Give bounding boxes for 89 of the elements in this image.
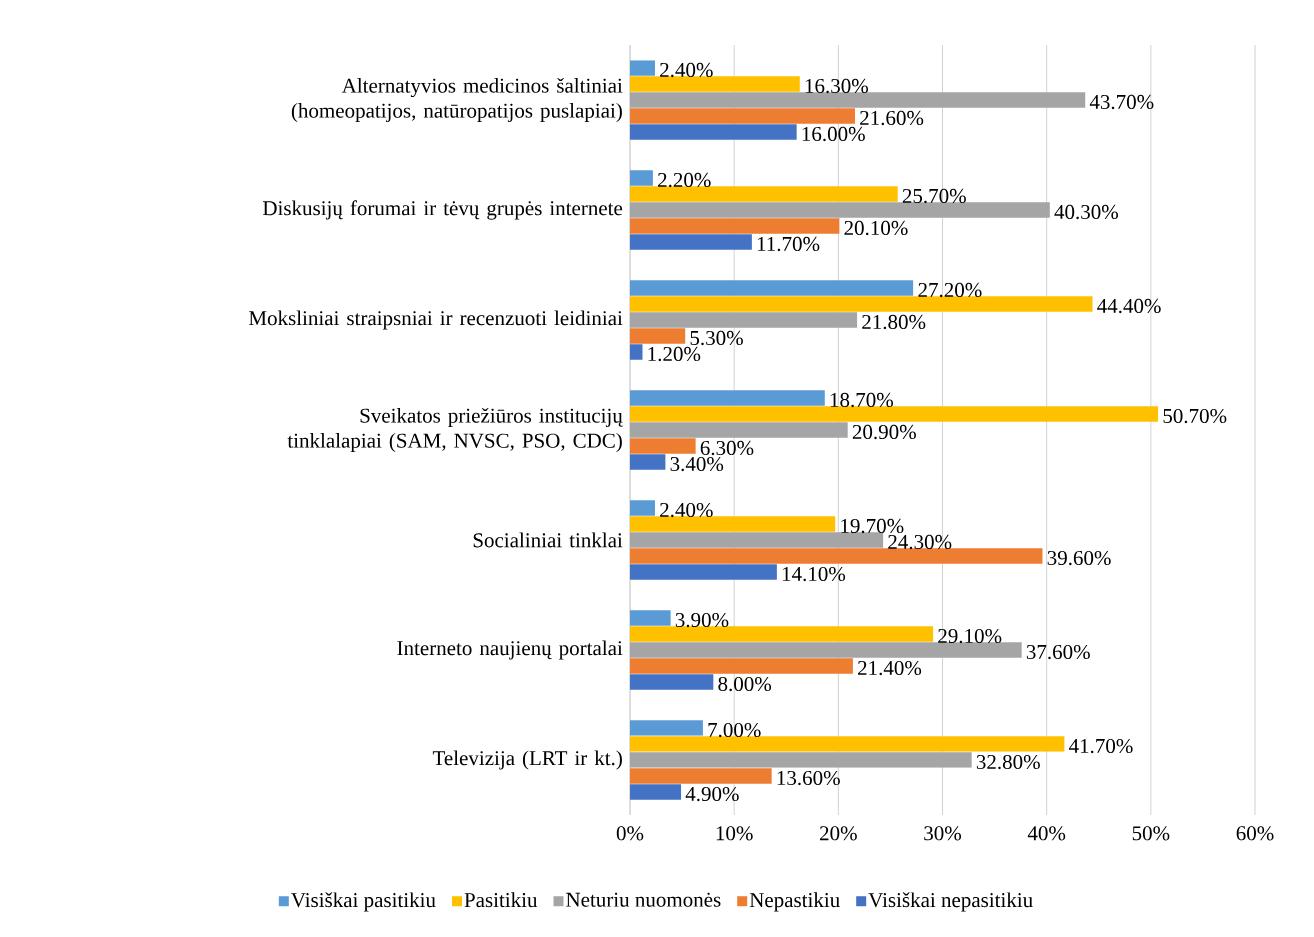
bar: [630, 658, 853, 674]
bar: [630, 186, 898, 202]
y-tick-label: Sveikatos priežiūros institucijų tinklalapiai (SAM, NVSC, PSO, CDC): [287, 407, 623, 453]
x-tick-label: 0%: [616, 826, 644, 841]
data-label: 20.90%: [852, 424, 916, 440]
data-label: 44.40%: [1097, 298, 1161, 314]
bar: [630, 406, 1159, 422]
data-label: 8.00%: [718, 676, 772, 692]
bar: [630, 344, 643, 360]
bar: [630, 92, 1086, 108]
data-label: 3.90%: [675, 612, 729, 628]
bar: [630, 720, 703, 736]
bar: [630, 108, 855, 124]
data-label: 2.40%: [660, 502, 713, 518]
data-label: 21.40%: [858, 660, 922, 676]
bar: [630, 438, 696, 454]
bar: [630, 328, 686, 344]
data-label: 18.70%: [830, 392, 894, 408]
y-tick-label: Interneto naujienų portalai: [397, 640, 623, 660]
legend-label: Visiškai nepasitikiu: [868, 892, 1033, 912]
data-label: 2.40%: [660, 62, 713, 78]
data-label: 32.80%: [976, 754, 1040, 770]
legend-label: Visiškai pasitikiu: [291, 892, 436, 912]
y-tick-label: Televizija (LRT ir kt.): [432, 750, 622, 770]
bar: [630, 500, 655, 516]
data-label: 40.30%: [1054, 204, 1119, 220]
x-tick-label: 20%: [820, 826, 857, 841]
bar: [630, 752, 972, 768]
bar: [630, 674, 714, 690]
legend-label: Neturiu nuomonės: [566, 892, 721, 907]
x-tick-label: 10%: [716, 826, 753, 841]
x-tick-label: 30%: [924, 826, 962, 841]
data-label: 29.10%: [938, 628, 1002, 644]
bar: [630, 768, 772, 784]
data-label: 37.60%: [1026, 644, 1090, 660]
y-tick-label: Socialiniai tinklai: [473, 532, 623, 548]
data-label: 3.40%: [670, 456, 724, 472]
bar: [630, 532, 884, 548]
data-label: 16.30%: [805, 78, 869, 94]
bar: [630, 280, 914, 296]
x-tick-label: 40%: [1027, 826, 1066, 841]
data-label: 21.60%: [860, 110, 924, 126]
bar: [630, 610, 671, 626]
data-label: 11.70%: [757, 236, 820, 252]
y-tick-label: Moksliniai straipsniai ir recenzuoti leidiniai: [249, 310, 623, 330]
bar: [630, 736, 1065, 752]
bar: [630, 234, 752, 250]
data-label: 19.70%: [841, 518, 904, 534]
data-label: 1.20%: [648, 346, 701, 362]
data-label: 39.60%: [1047, 550, 1111, 566]
data-label: 7.00%: [708, 722, 761, 738]
bar: [630, 124, 797, 140]
x-tick-label: 50%: [1132, 826, 1170, 841]
bar: [630, 170, 653, 186]
y-tick-label: Alternatyvios medicinos šaltiniai (homeopatijos, natūropatijos puslapiai): [291, 77, 623, 123]
data-label: 24.30%: [888, 534, 952, 550]
x-tick-label: 60%: [1236, 826, 1274, 841]
y-tick-label: Diskusijų forumai ir tėvų grupės internete: [262, 200, 623, 220]
bar: [630, 516, 836, 532]
data-label: 13.60%: [777, 770, 840, 786]
bar: [630, 422, 848, 438]
bar: [630, 296, 1093, 312]
data-label: 5.30%: [690, 330, 743, 346]
data-label: 16.00%: [802, 126, 865, 142]
bar: [630, 784, 682, 800]
bar: [630, 218, 840, 234]
legend-label: Pasitikiu: [464, 892, 538, 908]
bar: [630, 564, 777, 580]
data-label: 27.20%: [918, 282, 982, 298]
data-label: 21.80%: [862, 314, 926, 330]
data-label: 43.70%: [1089, 94, 1154, 110]
bar: [630, 60, 655, 76]
bar: [630, 454, 666, 470]
data-label: 14.10%: [782, 566, 846, 582]
data-label: 4.90%: [685, 786, 739, 802]
bar: [630, 312, 858, 328]
data-label: 20.10%: [844, 220, 908, 236]
bar: [630, 390, 825, 406]
bar: [630, 548, 1043, 564]
data-label: 50.70%: [1163, 408, 1227, 424]
data-label: 6.30%: [700, 440, 754, 456]
bar: [630, 626, 934, 642]
bar: [630, 202, 1050, 218]
data-label: 2.20%: [658, 172, 711, 188]
legend-label: Nepastikiu: [749, 892, 840, 912]
data-label: 25.70%: [902, 188, 966, 204]
data-label: 41.70%: [1068, 738, 1133, 754]
bar: [630, 76, 800, 92]
bar: [630, 642, 1022, 658]
